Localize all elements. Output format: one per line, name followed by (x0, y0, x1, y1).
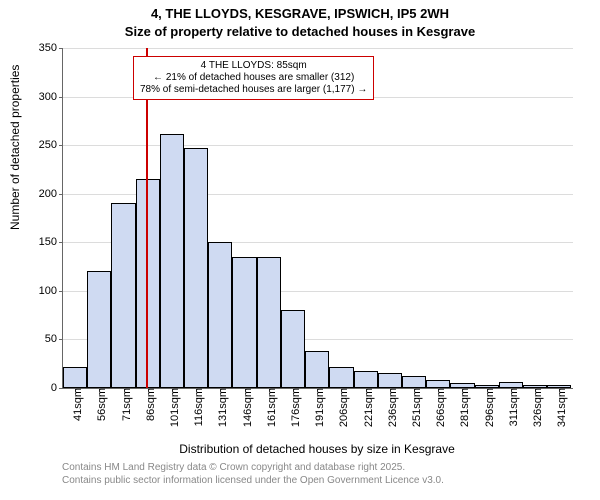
histogram-bar (354, 371, 378, 388)
chart-title-line2: Size of property relative to detached ho… (0, 24, 600, 39)
x-tick-label: 236sqm (381, 388, 399, 427)
x-tick-label: 281sqm (453, 388, 471, 427)
footer-line2: Contains public sector information licen… (62, 475, 572, 488)
histogram-bar (402, 376, 426, 388)
footer-line1: Contains HM Land Registry data © Crown c… (62, 462, 572, 475)
y-tick-label: 50 (45, 333, 63, 345)
x-tick-label: 266sqm (429, 388, 447, 427)
y-axis-label: Number of detached properties (8, 65, 22, 230)
y-tick-label: 350 (39, 42, 63, 54)
y-tick-label: 200 (39, 188, 63, 200)
x-tick-label: 311sqm (502, 388, 520, 426)
x-tick-label: 221sqm (357, 388, 375, 427)
histogram-bar (160, 134, 184, 388)
y-tick-label: 100 (39, 285, 63, 297)
annotation-line1: 4 THE LLOYDS: 85sqm (140, 60, 367, 72)
x-tick-label: 131sqm (211, 388, 229, 427)
histogram-bar (378, 373, 402, 388)
histogram-bar (184, 148, 208, 388)
x-tick-label: 146sqm (236, 388, 254, 427)
gridline (63, 145, 573, 146)
x-tick-label: 191sqm (308, 388, 326, 427)
histogram-bar (329, 367, 353, 388)
histogram-bar (426, 380, 450, 388)
annotation-line3: 78% of semi-detached houses are larger (… (140, 84, 367, 96)
chart-container: 4, THE LLOYDS, KESGRAVE, IPSWICH, IP5 2W… (0, 0, 600, 500)
x-tick-label: 86sqm (139, 388, 157, 421)
histogram-bar (305, 351, 329, 388)
x-tick-label: 101sqm (163, 388, 181, 427)
annotation-box: 4 THE LLOYDS: 85sqm ← 21% of detached ho… (133, 56, 374, 100)
x-tick-label: 326sqm (526, 388, 544, 427)
gridline (63, 48, 573, 49)
x-tick-label: 176sqm (284, 388, 302, 427)
y-tick-label: 0 (51, 382, 63, 394)
x-tick-label: 251sqm (405, 388, 423, 427)
histogram-bar (111, 203, 135, 388)
x-tick-label: 41sqm (66, 388, 84, 421)
x-axis-label: Distribution of detached houses by size … (62, 442, 572, 456)
x-tick-label: 56sqm (90, 388, 108, 421)
y-tick-label: 300 (39, 91, 63, 103)
x-tick-label: 341sqm (550, 388, 568, 427)
x-tick-label: 71sqm (115, 388, 133, 421)
histogram-bar (232, 257, 256, 388)
x-tick-label: 161sqm (260, 388, 278, 427)
histogram-bar (208, 242, 232, 388)
x-tick-label: 206sqm (332, 388, 350, 427)
x-tick-label: 116sqm (187, 388, 205, 426)
plot-area: 4 THE LLOYDS: 85sqm ← 21% of detached ho… (62, 48, 573, 389)
y-tick-label: 250 (39, 139, 63, 151)
histogram-bar (281, 310, 305, 388)
y-tick-label: 150 (39, 236, 63, 248)
chart-title-line1: 4, THE LLOYDS, KESGRAVE, IPSWICH, IP5 2W… (0, 6, 600, 21)
annotation-line2: ← 21% of detached houses are smaller (31… (140, 72, 367, 84)
histogram-bar (63, 367, 87, 388)
attribution-footer: Contains HM Land Registry data © Crown c… (62, 462, 572, 487)
histogram-bar (257, 257, 281, 388)
x-tick-label: 296sqm (478, 388, 496, 427)
histogram-bar (87, 271, 111, 388)
